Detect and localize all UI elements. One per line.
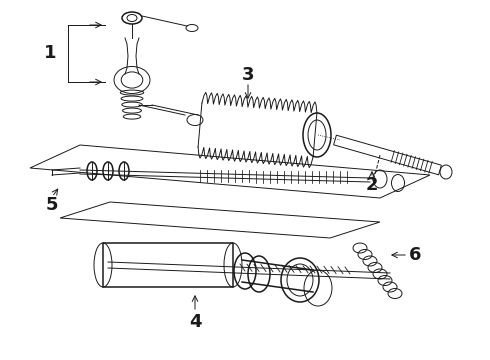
Text: 2: 2 <box>366 176 378 194</box>
Text: 1: 1 <box>44 44 56 62</box>
Text: 5: 5 <box>46 196 58 214</box>
Text: 6: 6 <box>409 246 421 264</box>
Text: 3: 3 <box>242 66 254 84</box>
Text: 4: 4 <box>189 313 201 331</box>
